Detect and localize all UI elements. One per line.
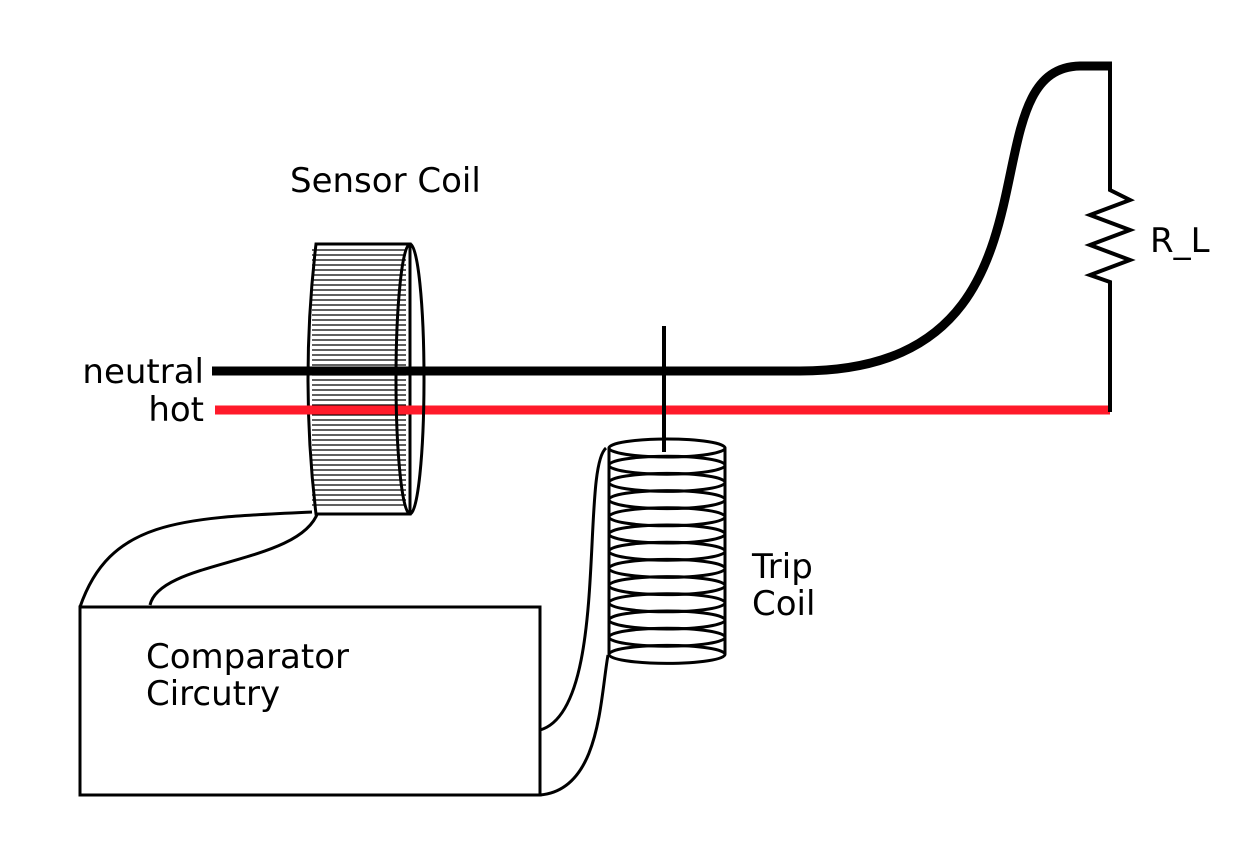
trip-coil-label-line2: Coil [752,584,815,624]
trip-lead-lower [539,654,610,797]
trip-coil-winding [607,489,727,511]
trip-coil-winding [607,626,727,648]
trip-coil-winding [607,592,727,614]
sensor-coil-label: Sensor Coil [290,161,481,201]
comparator-box [78,605,542,797]
trip-coil-winding [607,523,727,545]
trip-coil-winding [607,609,727,631]
trip-coil [607,326,727,665]
comparator-label-line1: Comparator [146,637,349,677]
comparator-label-line2: Circutry [146,674,280,714]
trip-lead-upper [539,446,608,732]
sensor-lead-inner [148,511,320,606]
load-resistor-label: R_L [1150,221,1210,261]
neutral-wire-curve [799,61,1112,376]
neutral-label: neutral [82,352,204,392]
sensor-coil [306,242,412,516]
sensor-coil-windings [312,249,406,506]
trip-coil-winding [607,437,727,459]
trip-coil-winding [607,575,727,597]
sensor-coil-rim [394,242,426,516]
sensor-lead-outer [78,510,313,608]
trip-coil-winding [607,454,727,476]
load-resistor [1084,66,1136,412]
trip-coil-winding [607,540,727,562]
trip-coil-winding [607,557,727,579]
trip-coil-label-line1: Trip [751,547,813,587]
trip-coil-winding [607,643,727,665]
trip-coil-winding [607,506,727,528]
hot-label: hot [148,390,204,430]
sensor-coil-body [306,242,412,516]
trip-coil-winding [607,471,727,493]
